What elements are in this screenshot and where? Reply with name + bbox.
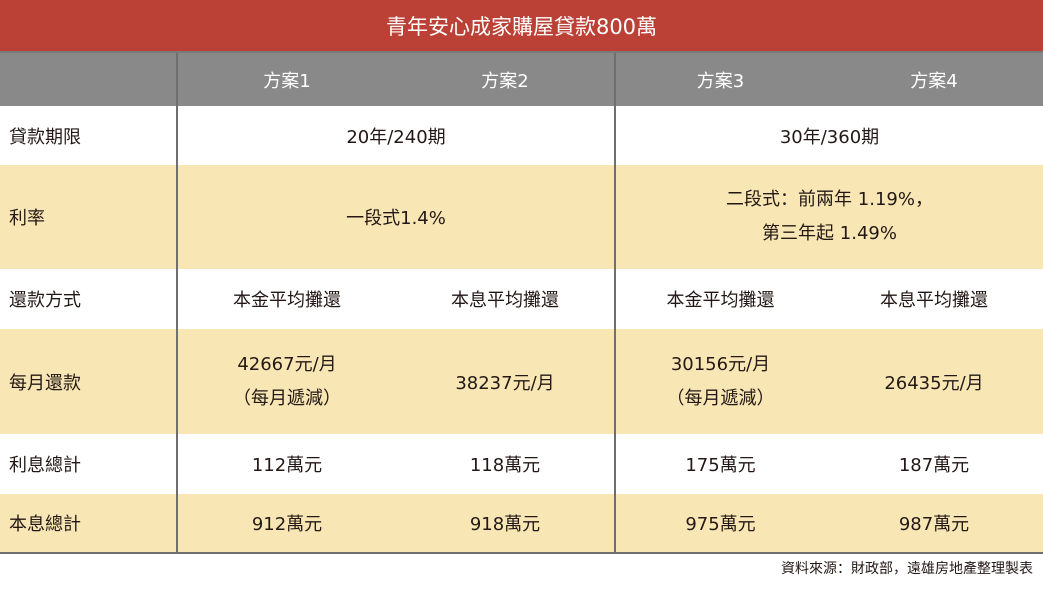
monthly-plan-3-note: （每月遞減） [666, 387, 775, 409]
repayment-plan-4: 本息平均攤還 [825, 269, 1043, 329]
monthly-plan-1-note: （每月遞減） [233, 387, 341, 409]
row-label-term: 貸款期限 [0, 106, 178, 165]
monthly-plan-4: 26435元/月 [825, 329, 1043, 434]
plan-3-header: 方案3 [615, 53, 825, 106]
interest-total-plan-1: 112萬元 [177, 434, 396, 494]
row-label-rate: 利率 [0, 165, 178, 269]
rate-plans-1-2: 一段式1.4% [177, 165, 616, 269]
plan-4-header: 方案4 [825, 53, 1043, 106]
interest-total-plan-2: 118萬元 [396, 434, 616, 494]
interest-total-plan-3: 175萬元 [615, 434, 825, 494]
principal-interest-total-plan-2: 918萬元 [396, 494, 616, 554]
table-row: 利率 一段式1.4% 二段式：前兩年 1.19%， 第三年起 1.49% [0, 165, 1043, 269]
principal-interest-total-plan-4: 987萬元 [825, 494, 1043, 554]
header-corner [0, 53, 178, 106]
row-label-interest-total: 利息總計 [0, 434, 178, 494]
table-row: 本息總計 912萬元 918萬元 975萬元 987萬元 [0, 494, 1043, 554]
rate-line-2: 第三年起 1.49% [762, 223, 897, 244]
principal-interest-total-plan-1: 912萬元 [177, 494, 396, 554]
monthly-plan-3-amount: 30156元/月 [670, 353, 771, 375]
table-row: 每月還款 42667元/月 （每月遞減） 38237元/月 30156元/月 （… [0, 329, 1043, 434]
rate-plans-3-4: 二段式：前兩年 1.19%， 第三年起 1.49% [615, 165, 1043, 269]
row-label-repayment: 還款方式 [0, 269, 178, 329]
rate-line-1: 二段式：前兩年 1.19%， [726, 189, 933, 210]
repayment-plan-3: 本金平均攤還 [615, 269, 825, 329]
repayment-plan-1: 本金平均攤還 [177, 269, 396, 329]
principal-interest-total-plan-3: 975萬元 [615, 494, 825, 554]
table-row: 利息總計 112萬元 118萬元 175萬元 187萬元 [0, 434, 1043, 494]
plan-2-header: 方案2 [396, 53, 616, 106]
row-label-principal-interest-total: 本息總計 [0, 494, 178, 554]
term-plans-3-4: 30年/360期 [615, 106, 1043, 165]
table-row: 還款方式 本金平均攤還 本息平均攤還 本金平均攤還 本息平均攤還 [0, 269, 1043, 329]
monthly-plan-1-amount: 42667元/月 [237, 353, 337, 375]
monthly-plan-2: 38237元/月 [396, 329, 616, 434]
loan-comparison-table: 方案1 方案2 方案3 方案4 貸款期限 20年/240期 30年/360期 利… [0, 53, 1043, 554]
header-row: 方案1 方案2 方案3 方案4 [0, 53, 1043, 106]
interest-total-plan-4: 187萬元 [825, 434, 1043, 494]
table-row: 貸款期限 20年/240期 30年/360期 [0, 106, 1043, 165]
table-title: 青年安心成家購屋貸款800萬 [0, 0, 1043, 53]
row-label-monthly: 每月還款 [0, 329, 178, 434]
plan-1-header: 方案1 [177, 53, 396, 106]
source-note: 資料來源：財政部，遠雄房地產整理製表 [781, 561, 1033, 577]
repayment-plan-2: 本息平均攤還 [396, 269, 616, 329]
monthly-plan-3: 30156元/月 （每月遞減） [615, 329, 825, 434]
term-plans-1-2: 20年/240期 [177, 106, 616, 165]
monthly-plan-1: 42667元/月 （每月遞減） [177, 329, 396, 434]
